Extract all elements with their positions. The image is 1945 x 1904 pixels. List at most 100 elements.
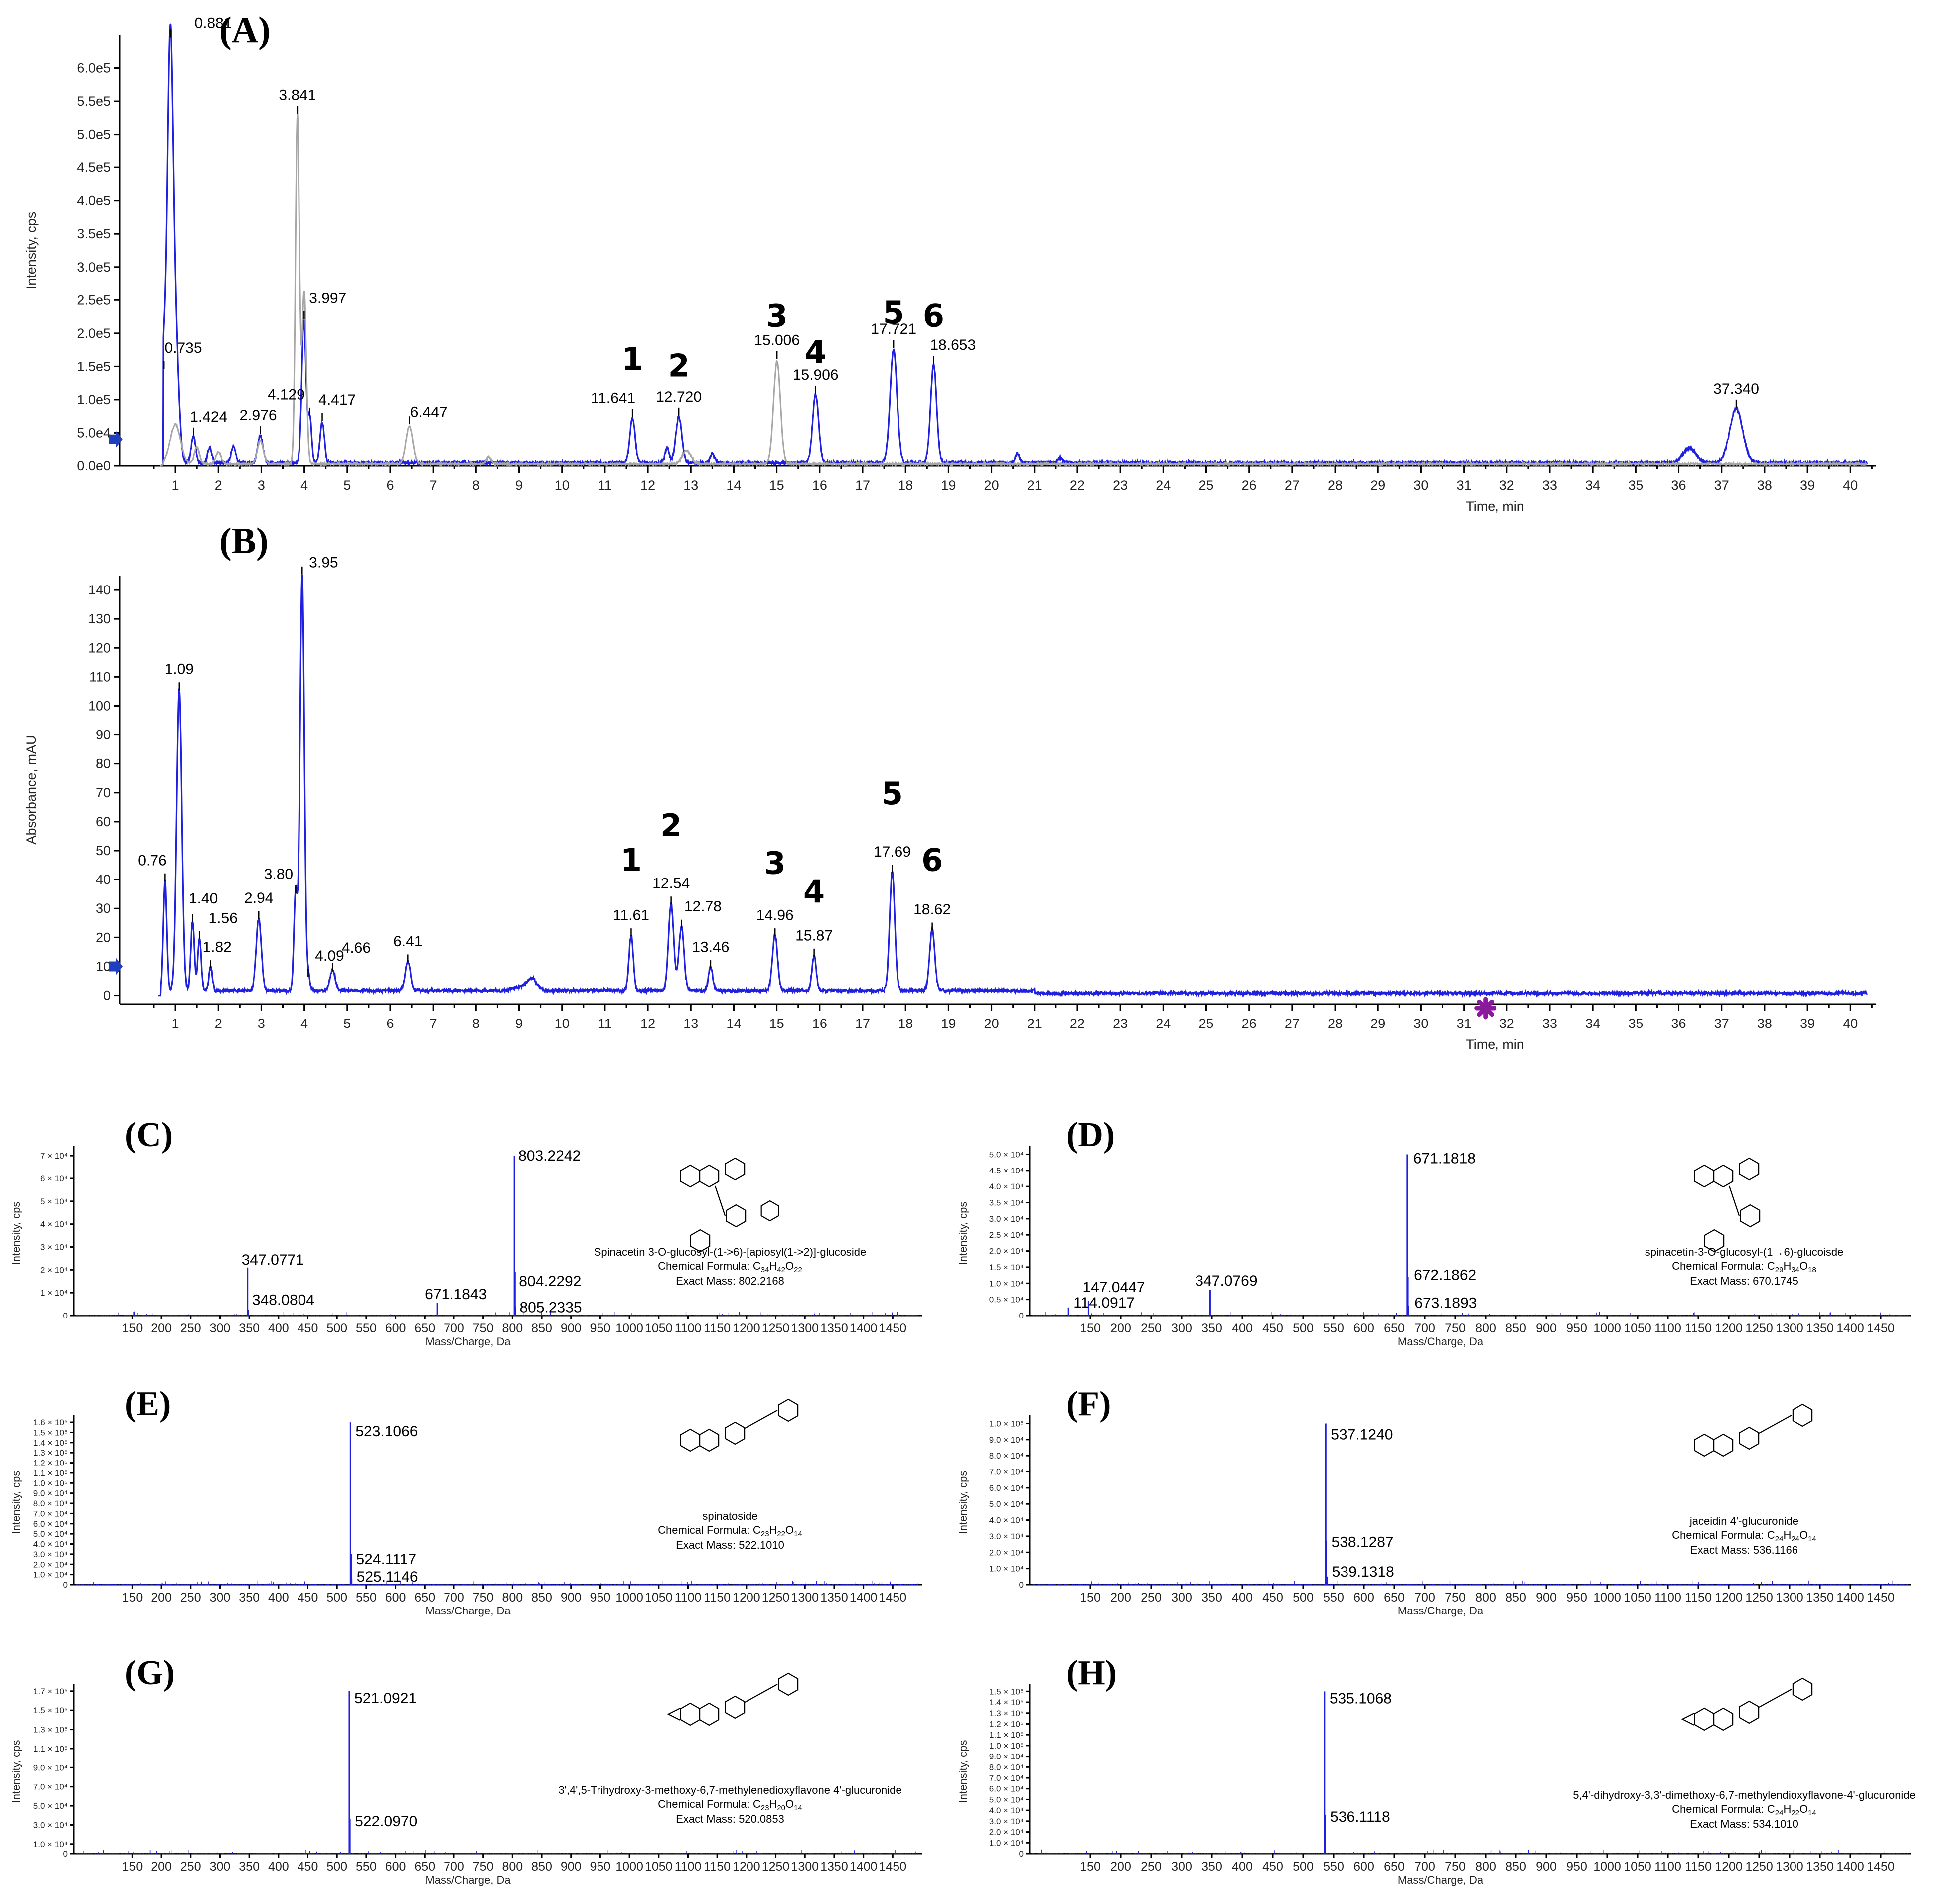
x-tick-label: 950 [1566, 1591, 1587, 1605]
peak-label: 11.61 [613, 907, 649, 924]
x-tick-label: 750 [473, 1321, 494, 1335]
ring [1739, 1157, 1760, 1181]
x-tick-label: 1300 [791, 1321, 819, 1335]
y-tick-label: 0 [1019, 1849, 1024, 1859]
y-axis-title: Intensity, cps [10, 1202, 22, 1265]
peak-mz-label: 805.2335 [519, 1300, 582, 1316]
chemical-structure-image [667, 1672, 799, 1726]
peak-label: 0.881 [194, 15, 232, 31]
x-tick-label: 650 [1384, 1591, 1405, 1605]
peak-label: 17.721 [871, 321, 916, 337]
y-tick-label: 3 × 10⁴ [40, 1243, 68, 1252]
y-tick-label: 1.5 × 10⁵ [33, 1706, 68, 1715]
chart-c-svg: (C) 150 200 250 300 350 400 450 500 550 600 650 700 7… [10, 1116, 922, 1348]
x-tick-label: 12 [640, 478, 655, 493]
y-tick-label: 0 [63, 1580, 68, 1590]
y-tick-label: 1.5 × 10⁴ [989, 1263, 1024, 1272]
peak-mz-label: 538.1287 [1332, 1534, 1394, 1551]
x-tick-label: 19 [941, 1016, 956, 1031]
x-tick-label: 16 [812, 1016, 827, 1031]
x-tick-label: 650 [414, 1321, 435, 1335]
panel-g: (G) 150 200 250 300 350 400 450 500 550 600 650 700 7… [0, 1644, 947, 1904]
peak-mz-label: 804.2292 [519, 1273, 581, 1290]
compound-name: 3',4',5-Trihydroxy-3-methoxy-6,7-methyle… [558, 1784, 901, 1796]
x-tick-label: 350 [1201, 1860, 1222, 1874]
sugar-ring [778, 1398, 799, 1422]
x-tick-label: 500 [1293, 1860, 1314, 1874]
trace-blue [160, 23, 1868, 468]
ring [1713, 1707, 1734, 1731]
x-tick-label: 900 [561, 1591, 582, 1605]
x-tick-label: 1450 [1867, 1591, 1895, 1605]
panel-label: (G) [125, 1654, 175, 1692]
x-tick-label: 6 [386, 478, 394, 493]
x-tick-label: 31 [1457, 1016, 1472, 1031]
peak-label: 17.69 [874, 844, 911, 860]
x-tick-label: 11 [598, 478, 612, 493]
x-tick-label: 800 [1475, 1321, 1496, 1335]
x-tick-label: 700 [1414, 1860, 1435, 1874]
x-tick-label: 1200 [733, 1321, 760, 1335]
x-tick-label: 150 [1080, 1321, 1101, 1335]
x-tick-label: 950 [590, 1321, 611, 1335]
y-tick-label: 1.0 × 10⁴ [33, 1840, 68, 1849]
peak-label: 13.46 [692, 939, 729, 956]
x-tick-label: 10 [555, 1016, 570, 1031]
x-tick-label: 900 [561, 1860, 582, 1874]
peak-mz-label: 522.0970 [355, 1813, 417, 1830]
peak-mz-label: 673.1893 [1414, 1295, 1477, 1312]
ring [725, 1157, 746, 1181]
x-tick-label: 37 [1714, 1016, 1729, 1031]
x-tick-label: 150 [1080, 1591, 1101, 1605]
y-tick-label: 9.0 × 10⁴ [989, 1435, 1024, 1445]
x-tick-label: 14 [726, 1016, 741, 1031]
x-tick-label: 32 [1499, 478, 1514, 493]
x-tick-label: 6 [386, 1016, 394, 1031]
peak-label: 1.424 [190, 409, 227, 425]
y-tick-label: 70 [96, 785, 111, 800]
x-tick-label: 1250 [762, 1321, 790, 1335]
x-tick-label: 26 [1242, 478, 1257, 493]
x-tick-label: 39 [1800, 478, 1815, 493]
y-tick-label: 5.0e4 [77, 425, 111, 440]
chemical-formula: Chemical Formula: C23H20O14 [658, 1798, 802, 1812]
peak-mz-label: 348.0804 [252, 1292, 314, 1309]
y-tick-label: 3.0 × 10⁴ [989, 1817, 1024, 1826]
peak-label: 6.447 [410, 404, 448, 421]
y-tick-label: 0.0e0 [77, 458, 111, 473]
sugar-ring [760, 1200, 779, 1222]
y-tick-label: 90 [96, 728, 111, 742]
y-tick-label: 0 [1019, 1311, 1024, 1320]
x-tick-label: 750 [1445, 1591, 1466, 1605]
x-tick-label: 300 [210, 1860, 231, 1874]
y-tick-label: 5.0 × 10⁴ [989, 1795, 1024, 1804]
y-tick-label: 3.0 × 10⁴ [33, 1820, 68, 1830]
x-tick-label: 1450 [1867, 1860, 1895, 1874]
y-tick-label: 1.3 × 10⁵ [33, 1448, 68, 1458]
y-tick-label: 1.0 × 10⁴ [989, 1564, 1024, 1574]
y-tick-label: 9.0 × 10⁴ [989, 1752, 1024, 1761]
x-tick-label: 1100 [1654, 1321, 1681, 1335]
x-tick-label: 150 [122, 1860, 143, 1874]
x-tick-label: 17 [855, 1016, 870, 1031]
peak-label: 4.66 [342, 940, 371, 956]
x-tick-label: 2 [215, 478, 222, 493]
x-tick-label: 750 [1445, 1321, 1466, 1335]
y-tick-label: 9.0 × 10⁴ [33, 1763, 68, 1772]
ring [725, 1421, 746, 1445]
y-tick-label: 0 [63, 1849, 68, 1859]
methylenedioxy [667, 1708, 681, 1721]
x-tick-label: 1200 [733, 1860, 760, 1874]
x-tick-label: 1250 [1745, 1321, 1773, 1335]
x-tick-label: 650 [1384, 1321, 1405, 1335]
noise-baseline [76, 1311, 919, 1316]
x-tick-label: 36 [1671, 478, 1686, 493]
x-tick-label: 3 [258, 1016, 265, 1031]
chart-d-svg: (D) 150 200 250 300 350 400 450 500 550 600 650 700 7… [957, 1116, 1911, 1348]
y-tick-label: 30 [96, 901, 111, 916]
chemical-formula: Chemical Formula: C24H22O14 [1672, 1803, 1816, 1817]
y-tick-label: 1.0 × 10⁴ [989, 1838, 1024, 1848]
ring [1739, 1426, 1760, 1450]
x-tick-label: 1150 [1685, 1860, 1712, 1874]
x-tick-label: 24 [1156, 1016, 1171, 1031]
